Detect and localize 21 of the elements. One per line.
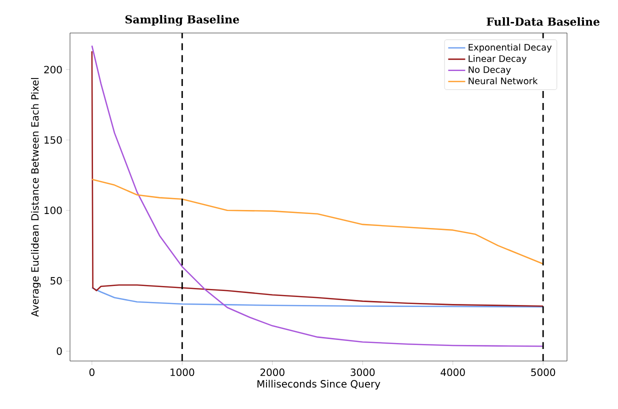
x-tick-label: 1000 — [170, 368, 194, 376]
y-tick-label: 100 — [44, 206, 62, 214]
y-tick-label: 150 — [44, 136, 62, 144]
legend-label: No Decay — [468, 66, 511, 75]
y-tick-label: 50 — [50, 276, 62, 285]
y-tick-label: 200 — [44, 66, 62, 74]
x-tick-label: 0 — [89, 368, 94, 376]
y-axis-title: Average Euclidean Distance Between Each Pixel — [30, 78, 41, 317]
legend-label: Neural Network — [468, 77, 538, 84]
legend-label: Linear Decay — [468, 55, 526, 64]
ref-line-label: Sampling Baseline — [125, 15, 240, 26]
x-tick-label: 2000 — [260, 368, 284, 376]
x-axis-title: Milliseconds Since Query — [257, 380, 380, 390]
y-tick-label: 0 — [56, 347, 62, 355]
x-tick-label: 3000 — [350, 368, 375, 376]
ref-line-label: Full-Data Baseline — [486, 17, 600, 26]
line-series — [91, 178, 544, 265]
legend-label: Exponential Decay — [468, 44, 552, 52]
line-series — [91, 287, 544, 308]
x-tick-label: 5000 — [531, 368, 556, 376]
x-tick-label: 4000 — [440, 368, 465, 376]
